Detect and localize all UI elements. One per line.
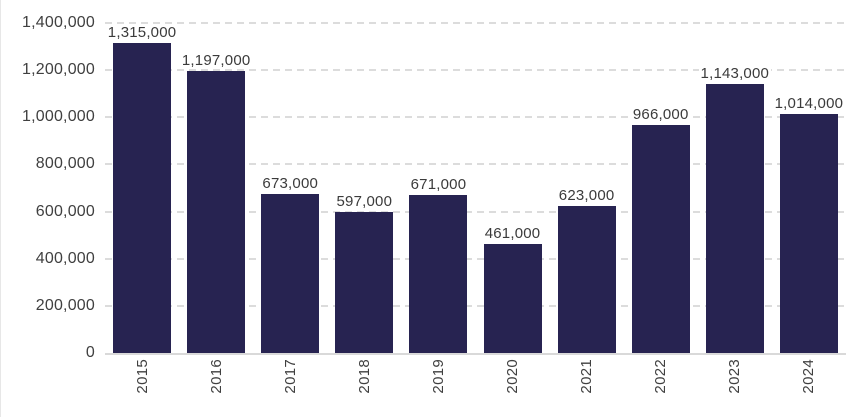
bar-value-label: 966,000 <box>630 106 691 124</box>
bar-value-label: 623,000 <box>556 187 617 205</box>
x-tick-label: 2021 <box>578 359 596 394</box>
x-tick-label: 2016 <box>207 359 225 394</box>
bar-column: 623,000 <box>550 23 624 353</box>
bar-value-label: 671,000 <box>408 175 469 193</box>
y-tick-label: 800,000 <box>35 155 95 173</box>
x-tick-label: 2015 <box>133 359 151 394</box>
gridline <box>105 22 846 24</box>
bar-column: 671,000 <box>401 23 475 353</box>
y-tick-label: 1,000,000 <box>22 108 95 126</box>
gridline <box>105 116 846 119</box>
bar-value-label: 1,197,000 <box>179 51 253 69</box>
bar <box>483 244 542 353</box>
bar <box>409 194 468 353</box>
y-tick-label: 0 <box>85 344 95 361</box>
y-tick-label: 200,000 <box>35 296 95 314</box>
gridline <box>105 163 846 166</box>
bar-value-label: 461,000 <box>482 225 543 243</box>
bar-column: 1,315,000 <box>105 23 179 353</box>
bar-column: 673,000 <box>253 23 327 353</box>
bar <box>261 194 320 353</box>
x-tick-label: 2024 <box>800 359 818 394</box>
y-tick-label: 1,200,000 <box>22 61 95 79</box>
gridline <box>105 210 846 213</box>
bar-column: 966,000 <box>624 23 698 353</box>
bar-column: 597,000 <box>327 23 401 353</box>
x-tick-label: 2017 <box>281 359 299 394</box>
bar-value-label: 673,000 <box>260 175 321 193</box>
bar <box>705 83 764 353</box>
x-tick-label: 2019 <box>429 359 447 394</box>
bar-value-label: 1,014,000 <box>772 95 846 112</box>
gridlines <box>105 22 846 353</box>
bar-column: 1,014,000 <box>772 23 846 353</box>
plot-area: 1,315,000 1,197,000 673,000 597,000 671,000 4… <box>105 22 846 355</box>
y-axis: 0 200,000 400,000 600,000 800,000 1,000,000 1,… <box>0 15 95 361</box>
bar <box>631 125 690 353</box>
x-tick-label: 2022 <box>652 359 670 394</box>
x-tick-label: 2020 <box>504 359 522 394</box>
bar-column: 1,197,000 <box>179 23 253 353</box>
y-tick-label: 400,000 <box>35 249 95 267</box>
gridline <box>105 257 846 260</box>
bar-column: 1,143,000 <box>698 23 772 353</box>
y-tick-label: 600,000 <box>35 202 95 220</box>
x-tick-label: 2018 <box>355 359 373 394</box>
bar <box>557 206 616 353</box>
x-tick-label: 2023 <box>726 359 744 394</box>
bar-value-label: 597,000 <box>334 193 395 211</box>
gridline <box>105 69 846 72</box>
bar-value-label: 1,143,000 <box>698 64 772 82</box>
bar-column: 461,000 <box>475 23 549 353</box>
bar <box>335 212 394 353</box>
x-axis: 2015 2016 2017 2018 2019 2020 2021 2022 2023 2024 <box>105 359 846 415</box>
bar-value-label: 1,315,000 <box>105 24 179 42</box>
bars: 1,315,000 1,197,000 673,000 597,000 671,000 4… <box>105 23 846 353</box>
bar <box>187 70 246 353</box>
bar <box>113 43 172 353</box>
gridline <box>105 304 846 307</box>
y-tick-label: 1,400,000 <box>22 14 95 31</box>
bar <box>779 114 838 353</box>
page-edge-line <box>0 0 1 417</box>
